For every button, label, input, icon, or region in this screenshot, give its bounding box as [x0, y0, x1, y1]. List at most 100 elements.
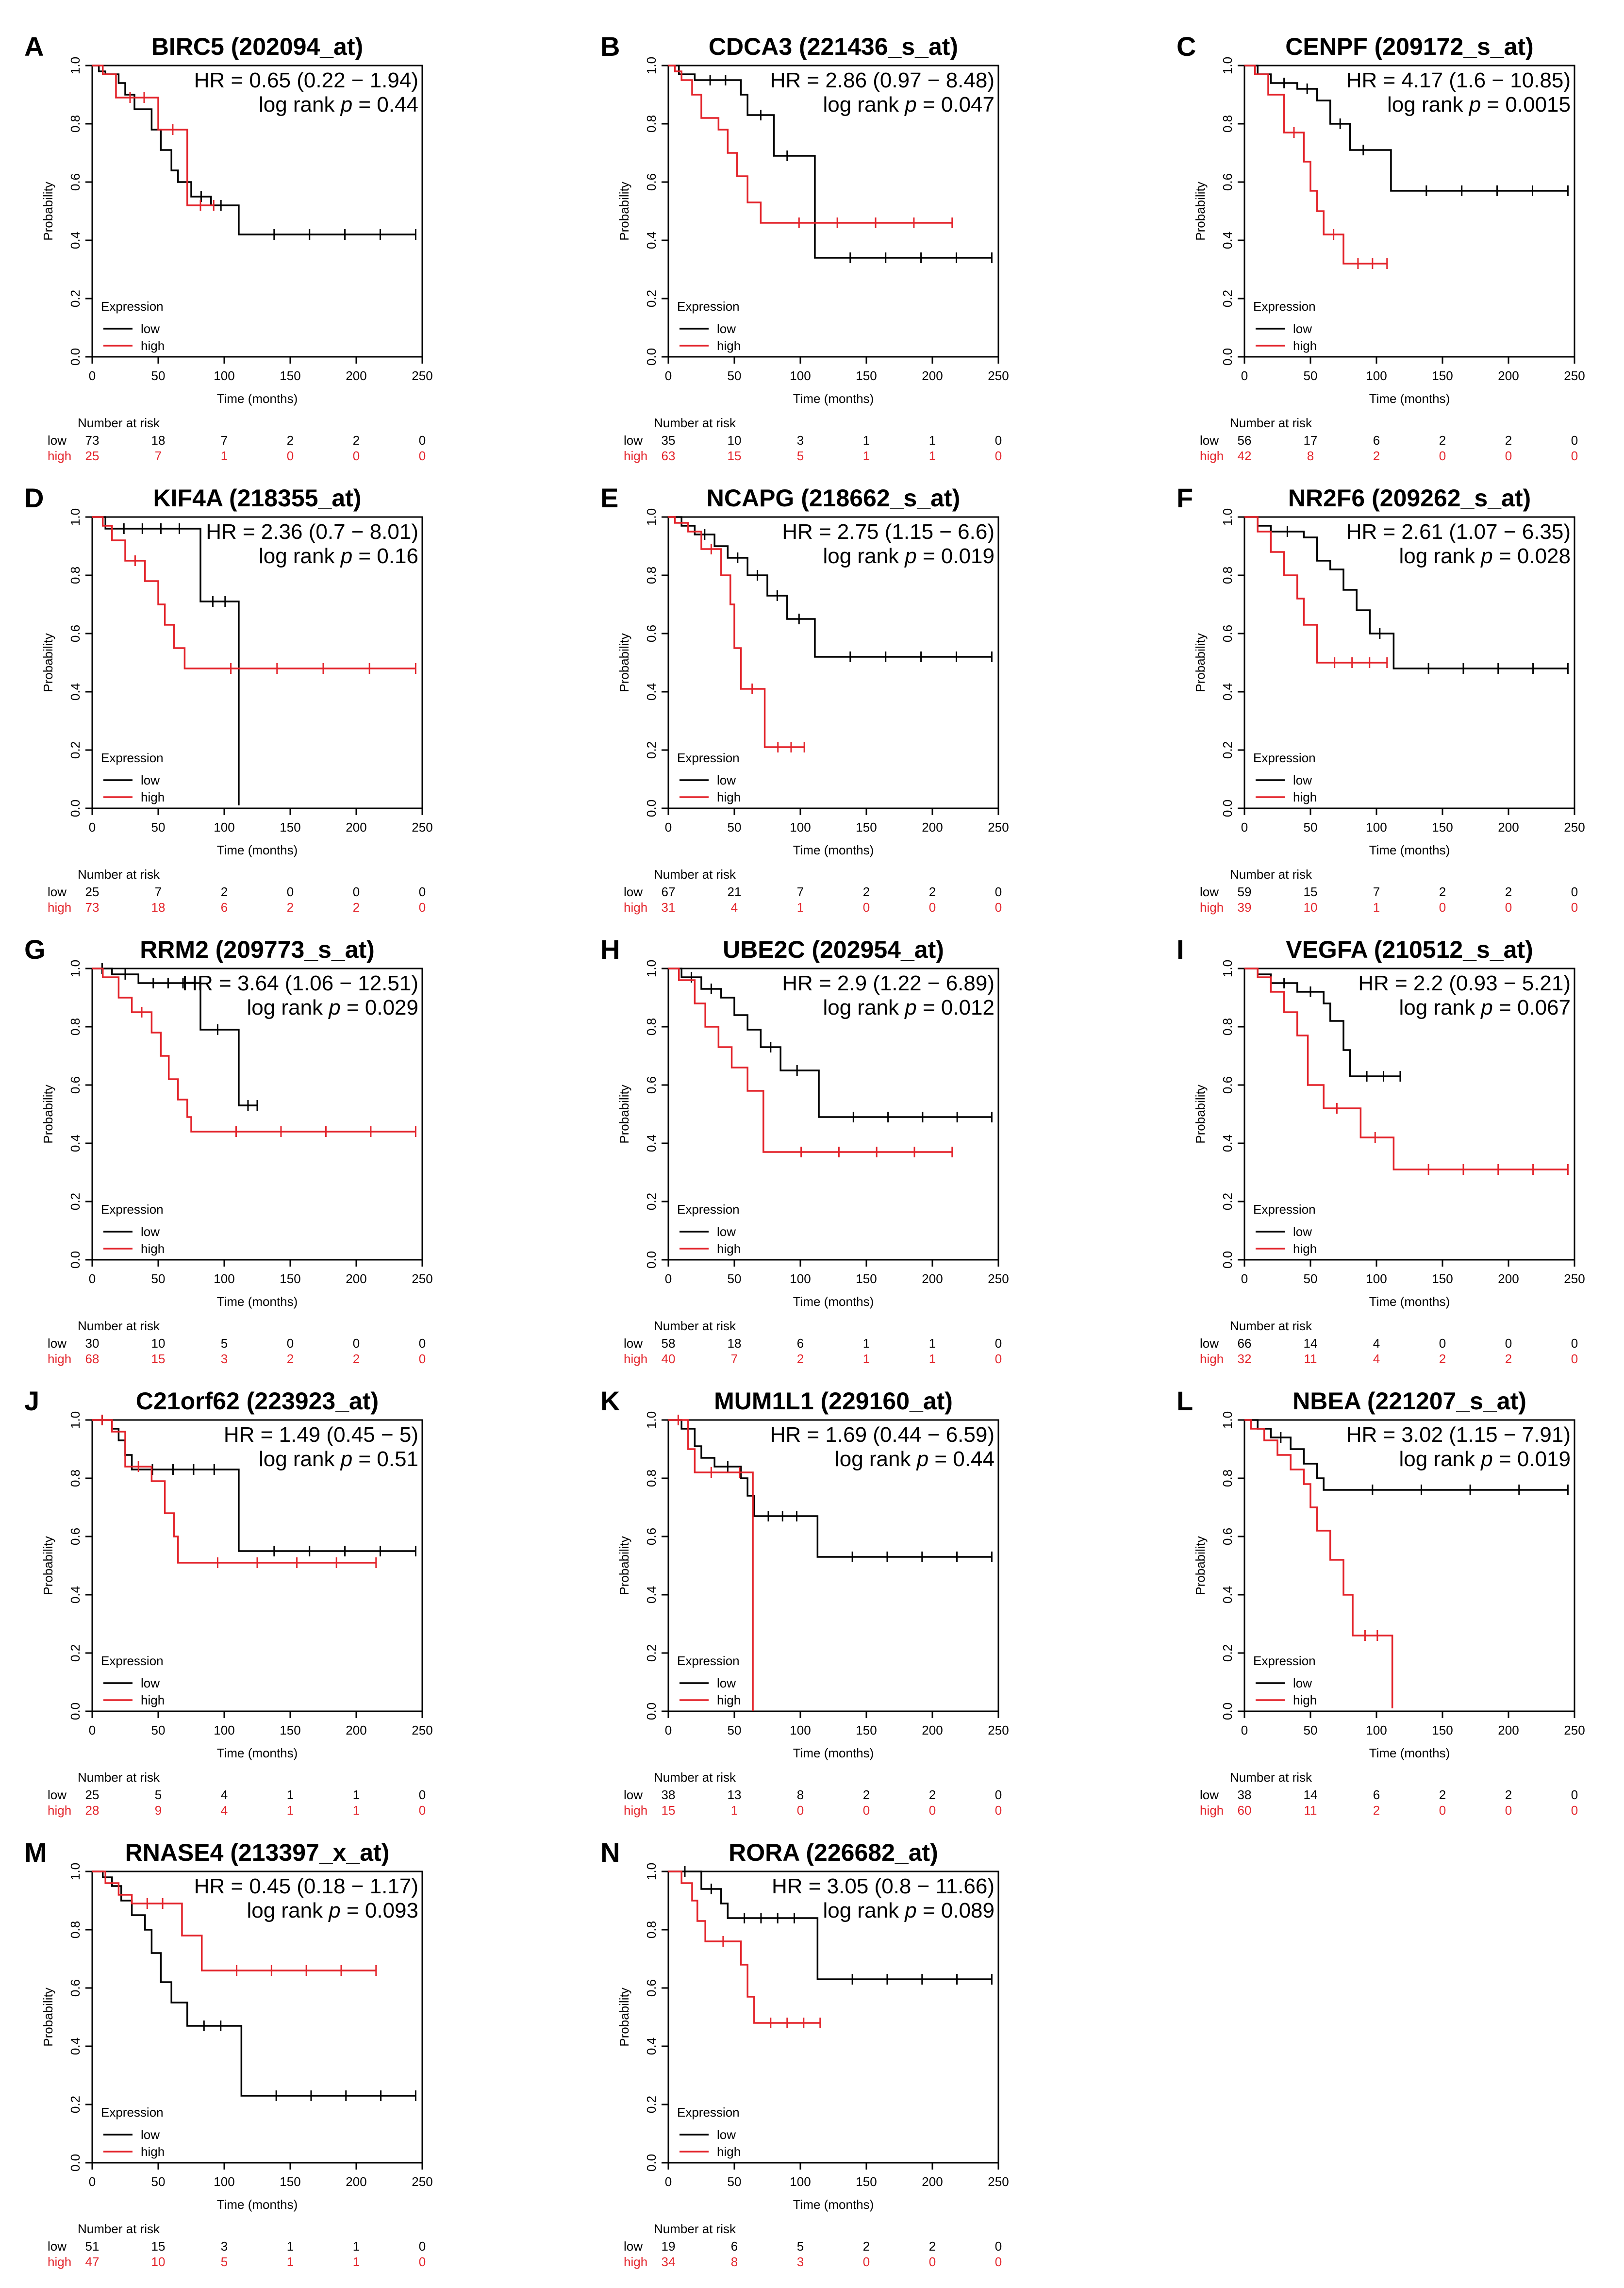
risk-high-value: 1 — [287, 2255, 294, 2269]
x-axis-label: Time (months) — [1369, 1294, 1450, 1309]
hr-text: HR = 4.17 (1.6 − 10.85) — [1346, 68, 1571, 92]
risk-low-value: 1 — [929, 1336, 936, 1351]
risk-high-value: 4 — [221, 1803, 228, 1818]
risk-low-value: 0 — [1571, 433, 1578, 448]
y-tick-label: 1.0 — [644, 57, 659, 74]
y-tick-label: 0.0 — [644, 1251, 659, 1269]
y-tick-label: 0.2 — [644, 1644, 659, 1662]
hr-text: HR = 2.75 (1.15 − 6.6) — [782, 520, 994, 544]
risk-high-value: 40 — [662, 1352, 676, 1366]
logrank-text: log rank p = 0.029 — [247, 996, 418, 1019]
y-tick-label: 0.4 — [644, 683, 659, 701]
x-tick-label: 100 — [1366, 1723, 1387, 1737]
plot-frame — [91, 1870, 423, 2164]
y-tick-label: 1.0 — [1220, 960, 1235, 977]
high-curve — [668, 968, 952, 1153]
x-axis-label: Time (months) — [793, 1746, 874, 1760]
risk-low-value: 35 — [662, 433, 676, 448]
risk-high-value: 0 — [995, 1352, 1002, 1366]
logrank-text: log rank p = 0.047 — [823, 93, 994, 117]
x-axis-label: Time (months) — [217, 1294, 298, 1309]
risk-low-value: 2 — [863, 2239, 870, 2254]
legend-title: Expression — [1253, 751, 1316, 765]
x-tick-label: 0 — [89, 2174, 96, 2189]
plot-frame — [667, 1419, 999, 1712]
risk-low-value: 7 — [155, 885, 162, 899]
y-tick-label: 0.2 — [1220, 1193, 1235, 1210]
x-tick-label: 150 — [856, 1271, 877, 1286]
low-curve — [668, 1870, 992, 1980]
x-tick-label: 200 — [922, 820, 943, 835]
x-tick-label: 250 — [988, 1723, 1009, 1737]
legend-low-label: low — [1293, 321, 1312, 336]
risk-row-low-label: low — [48, 885, 66, 899]
risk-low-value: 2 — [929, 1787, 936, 1802]
risk-low-value: 25 — [85, 1787, 99, 1802]
risk-high-value: 1 — [1373, 900, 1380, 915]
risk-table-title: Number at risk — [1230, 1319, 1312, 1333]
logrank-text: log rank p = 0.16 — [259, 544, 418, 568]
risk-row-high-label: high — [48, 449, 71, 463]
y-tick-label: 0.6 — [644, 173, 659, 191]
y-axis-label: Probability — [41, 633, 55, 692]
y-axis-label: Probability — [617, 182, 631, 240]
panel-title: UBE2C (202954_at) — [723, 936, 944, 963]
high-curve — [92, 1870, 376, 1971]
risk-low-value: 0 — [353, 885, 360, 899]
legend-high-label: high — [717, 1693, 741, 1707]
x-tick-label: 0 — [89, 1723, 96, 1737]
risk-high-value: 2 — [1373, 1803, 1380, 1818]
risk-low-value: 7 — [221, 433, 228, 448]
y-tick-label: 0.2 — [68, 290, 83, 307]
panel-title: MUM1L1 (229160_at) — [714, 1387, 953, 1415]
panel-title: RRM2 (209773_s_at) — [140, 936, 375, 963]
x-tick-label: 200 — [922, 368, 943, 383]
km-panel-h: H UBE2C (202954_at) HR = 2.9 (1.22 − 6.89)… — [600, 934, 1009, 1366]
legend-low-label: low — [717, 773, 736, 787]
risk-low-value: 2 — [221, 885, 228, 899]
panel-letter: N — [600, 1837, 620, 1868]
panel-letter: K — [600, 1386, 620, 1416]
risk-high-value: 9 — [155, 1803, 162, 1818]
risk-low-value: 7 — [1373, 885, 1380, 899]
risk-high-value: 39 — [1238, 900, 1252, 915]
logrank-text: log rank p = 0.51 — [259, 1447, 418, 1471]
x-axis-label: Time (months) — [793, 2197, 874, 2212]
risk-low-value: 2 — [863, 1787, 870, 1802]
risk-high-value: 0 — [1505, 1803, 1512, 1818]
x-axis-label: Time (months) — [1369, 1746, 1450, 1760]
logrank-text: log rank p = 0.0015 — [1387, 93, 1571, 117]
risk-low-value: 0 — [995, 433, 1002, 448]
x-axis-label: Time (months) — [217, 843, 298, 857]
y-tick-label: 0.2 — [68, 2096, 83, 2113]
risk-low-value: 73 — [85, 433, 99, 448]
risk-low-value: 56 — [1238, 433, 1252, 448]
y-tick-label: 0.2 — [68, 1193, 83, 1210]
risk-high-value: 68 — [85, 1352, 99, 1366]
y-tick-label: 0.6 — [644, 1528, 659, 1545]
x-tick-label: 250 — [412, 1271, 432, 1286]
y-tick-label: 0.0 — [1220, 348, 1235, 366]
x-tick-label: 250 — [412, 1723, 432, 1737]
y-tick-label: 0.8 — [644, 1470, 659, 1487]
y-tick-label: 0.8 — [644, 567, 659, 584]
risk-high-value: 0 — [929, 900, 936, 915]
panel-letter: D — [24, 483, 44, 513]
risk-high-value: 2 — [1373, 449, 1380, 463]
risk-table-title: Number at risk — [654, 416, 736, 430]
km-panel-i: I VEGFA (210512_s_at) HR = 2.2 (0.93 − 5.2… — [1177, 934, 1585, 1366]
low-curve — [1244, 516, 1568, 669]
risk-low-value: 19 — [662, 2239, 676, 2254]
legend-title: Expression — [101, 2105, 164, 2120]
risk-row-high-label: high — [624, 1803, 647, 1818]
risk-table-title: Number at risk — [78, 1319, 160, 1333]
plot-frame — [667, 968, 999, 1261]
km-panel-f: F NR2F6 (209262_s_at) HR = 2.61 (1.07 − 6.… — [1177, 483, 1585, 915]
risk-low-value: 2 — [1505, 885, 1512, 899]
x-tick-label: 0 — [665, 1723, 672, 1737]
risk-low-value: 0 — [353, 1336, 360, 1351]
logrank-p-value: 0.51 — [377, 1447, 418, 1471]
risk-low-value: 0 — [995, 1787, 1002, 1802]
risk-low-value: 3 — [221, 2239, 228, 2254]
panel-title: RORA (226682_at) — [729, 1839, 938, 1866]
